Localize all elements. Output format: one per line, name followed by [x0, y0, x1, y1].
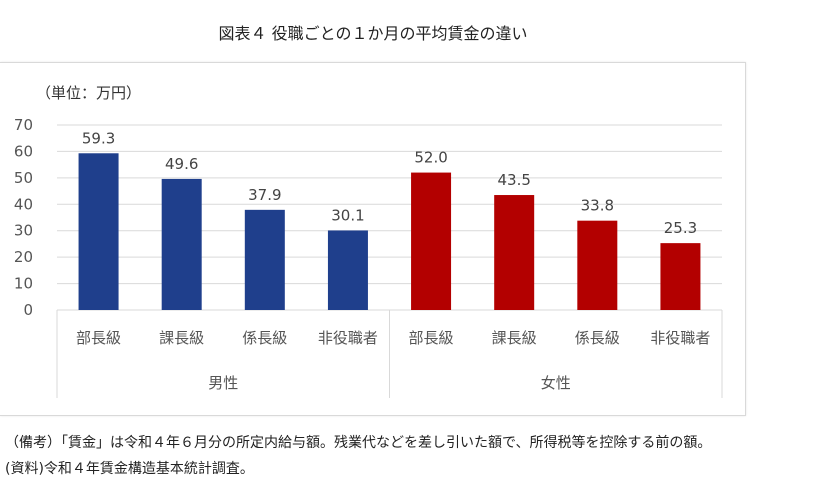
chart-title: 図表４ 役職ごとの１か月の平均賃金の違い — [218, 24, 528, 43]
category-label: 課長級 — [159, 329, 204, 347]
bar — [411, 172, 452, 310]
y-tick-label: 40 — [14, 195, 33, 213]
category-label: 部長級 — [409, 329, 454, 347]
data-label: 59.3 — [82, 129, 115, 147]
data-label: 49.6 — [165, 155, 198, 173]
y-tick-label: 70 — [14, 116, 33, 134]
category-label: 課長級 — [492, 329, 537, 347]
bar — [494, 195, 535, 310]
category-label: 部長級 — [76, 329, 121, 347]
source-note: (資料)令和４年賃金構造基本統計調査。 — [5, 461, 254, 477]
category-label: 係長級 — [242, 329, 287, 347]
data-label: 52.0 — [414, 149, 447, 167]
bar — [660, 243, 701, 310]
bar — [244, 209, 285, 310]
bar — [78, 153, 119, 310]
data-label: 37.9 — [248, 186, 281, 204]
data-label: 25.3 — [664, 219, 697, 237]
y-tick-label: 0 — [23, 301, 33, 319]
group-label: 男性 — [208, 374, 238, 392]
y-tick-label: 60 — [14, 142, 33, 160]
bar — [327, 230, 368, 310]
y-tick-label: 20 — [14, 248, 33, 266]
category-label: 非役職者 — [650, 329, 710, 347]
data-label: 30.1 — [331, 206, 364, 224]
category-label: 係長級 — [575, 329, 620, 347]
chart-frame — [0, 62, 746, 416]
y-tick-label: 50 — [14, 169, 33, 187]
y-tick-label: 10 — [14, 275, 33, 293]
category-label: 非役職者 — [318, 329, 378, 347]
data-label: 33.8 — [581, 197, 614, 215]
y-axis-unit-label: （単位：万円） — [36, 84, 142, 102]
y-tick-label: 30 — [14, 222, 33, 240]
group-label: 女性 — [541, 374, 571, 392]
data-label: 43.5 — [497, 171, 530, 189]
bar — [161, 178, 202, 310]
remark-note: （備考）「賃金」は令和４年６月分の所定内給与額。残業代などを差し引いた額で、所得… — [5, 435, 712, 451]
bar — [577, 220, 618, 310]
